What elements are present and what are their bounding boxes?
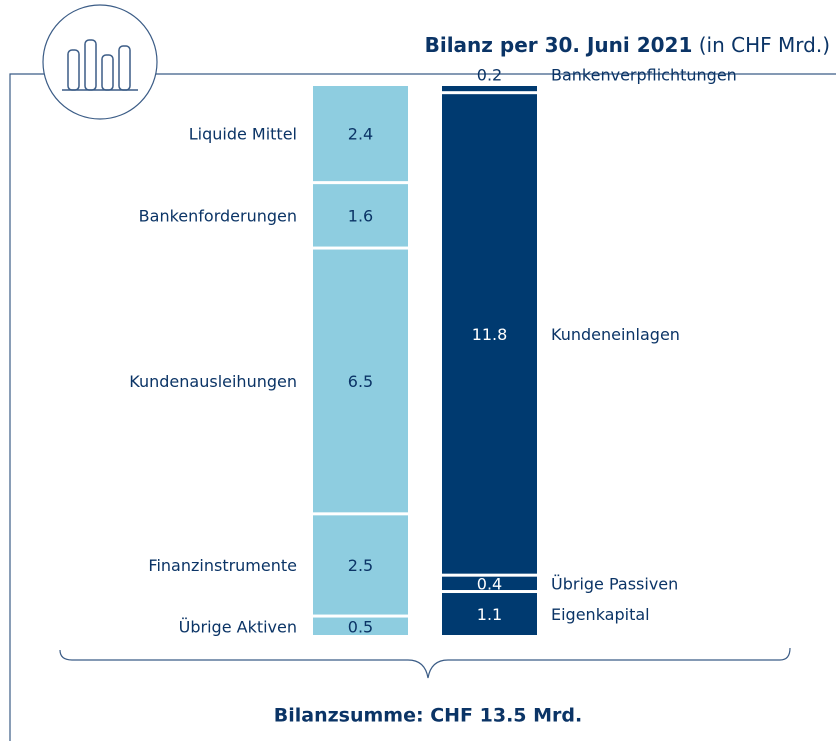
value-label: 0.2 [477,66,502,85]
frame [9,4,836,741]
bar-segment [442,94,537,574]
segment-label: Übrige Passiven [551,574,678,593]
value-label: 2.5 [348,556,373,575]
bar-segment [313,249,408,513]
segment-label: Kundenausleihungen [129,372,297,391]
segment-label: Bankenforderungen [139,206,297,225]
bar-segment [313,515,408,615]
segment-label: Kundeneinlagen [551,325,680,344]
value-label: 11.8 [472,325,508,344]
bar-segment [313,86,408,182]
bar-segment [313,617,408,635]
segment-label: Liquide Mittel [189,125,297,144]
segment-label: Übrige Aktiven [179,617,297,636]
bar-segment [313,184,408,247]
footer: Bilanzsumme: CHF 13.5 Mrd. [274,705,582,727]
value-label: 0.4 [477,574,502,593]
bar-segment [442,576,537,591]
segment-label: Bankenverpflichtungen [551,66,737,85]
subtitle: (in CHF Mrd.) [699,33,830,57]
chart-title: Bilanz per 30. Juni 2021 (in CHF Mrd.) [425,33,830,57]
value-label: 1.6 [348,206,373,225]
value-label: 6.5 [348,372,373,391]
bar-segment [442,86,537,92]
segment-label: Eigenkapital [551,605,650,624]
title: Bilanz per 30. Juni 2021 [425,33,693,57]
segment-label: Finanzinstrumente [148,556,297,575]
value-label: 0.5 [348,617,373,636]
value-label: 2.4 [348,125,373,144]
value-label: 1.1 [477,605,502,624]
bar-segment [442,593,537,635]
